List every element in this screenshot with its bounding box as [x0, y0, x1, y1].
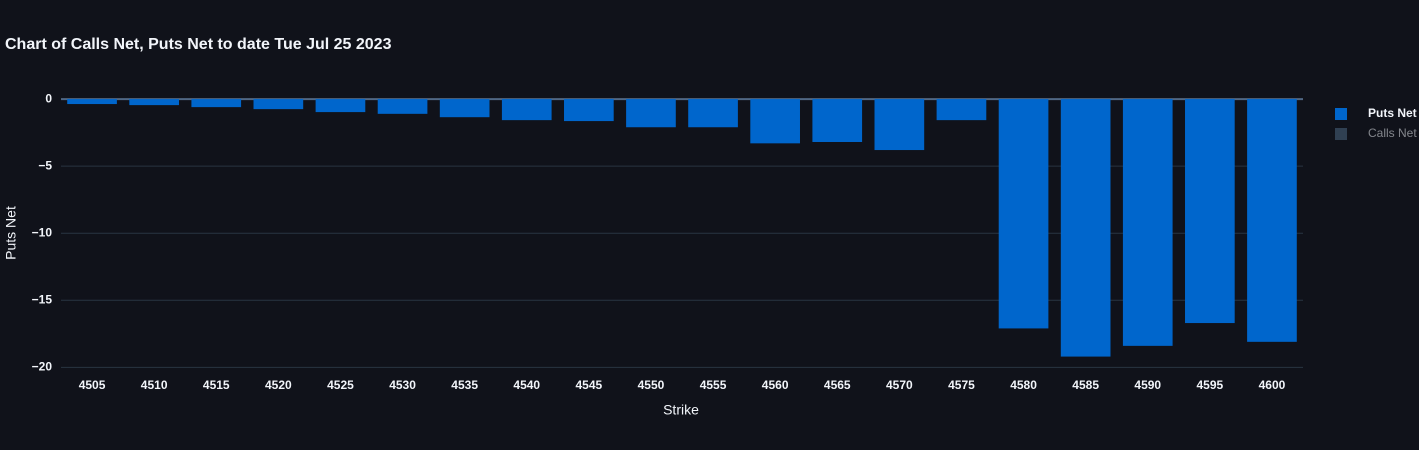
y-tick-label: −20 [32, 359, 53, 373]
bar [936, 99, 987, 121]
x-axis-title: Strike [663, 402, 699, 418]
bar [1185, 99, 1235, 324]
bar [1060, 99, 1111, 357]
legend-label[interactable]: Calls Net [1368, 126, 1417, 140]
bar [688, 99, 738, 128]
x-tick-label: 4515 [203, 378, 230, 392]
bar [1122, 99, 1173, 346]
bar [1247, 99, 1297, 342]
bar [998, 99, 1049, 329]
y-tick-label: 0 [45, 91, 52, 105]
x-tick-label: 4595 [1196, 378, 1223, 392]
x-tick-label: 4560 [762, 378, 789, 392]
legend-swatch [1335, 128, 1347, 140]
legend-label[interactable]: Puts Net [1368, 106, 1417, 120]
bar [564, 99, 614, 122]
bar [67, 99, 117, 105]
bar [315, 99, 366, 113]
x-tick-label: 4535 [451, 378, 478, 392]
x-tick-label: 4555 [700, 378, 727, 392]
x-tick-label: 4600 [1259, 378, 1286, 392]
y-axis-title: Puts Net [3, 206, 19, 260]
bar [626, 99, 676, 128]
chart-title: Chart of Calls Net, Puts Net to date Tue… [5, 36, 392, 53]
x-tick-label: 4520 [265, 378, 292, 392]
y-tick-label: −10 [32, 225, 53, 239]
x-tick-label: 4525 [327, 378, 354, 392]
y-tick-label: −15 [32, 292, 53, 306]
x-tick-label: 4550 [638, 378, 665, 392]
x-tick-label: 4510 [141, 378, 168, 392]
x-tick-label: 4545 [575, 378, 602, 392]
bar [812, 99, 863, 142]
y-tick-label: −5 [38, 158, 52, 172]
bar [874, 99, 925, 151]
bar [501, 99, 552, 121]
bar [129, 99, 179, 106]
x-tick-label: 4540 [513, 378, 540, 392]
x-tick-label: 4505 [79, 378, 106, 392]
bar [750, 99, 800, 144]
x-tick-label: 4570 [886, 378, 913, 392]
bar [377, 99, 428, 114]
x-tick-label: 4580 [1010, 378, 1037, 392]
legend-swatch [1335, 108, 1347, 120]
x-tick-label: 4575 [948, 378, 975, 392]
x-tick-label: 4530 [389, 378, 416, 392]
bar [191, 99, 242, 108]
x-tick-label: 4585 [1072, 378, 1099, 392]
x-tick-label: 4565 [824, 378, 851, 392]
bar [439, 99, 490, 118]
bar [253, 99, 304, 110]
x-tick-label: 4590 [1134, 378, 1161, 392]
